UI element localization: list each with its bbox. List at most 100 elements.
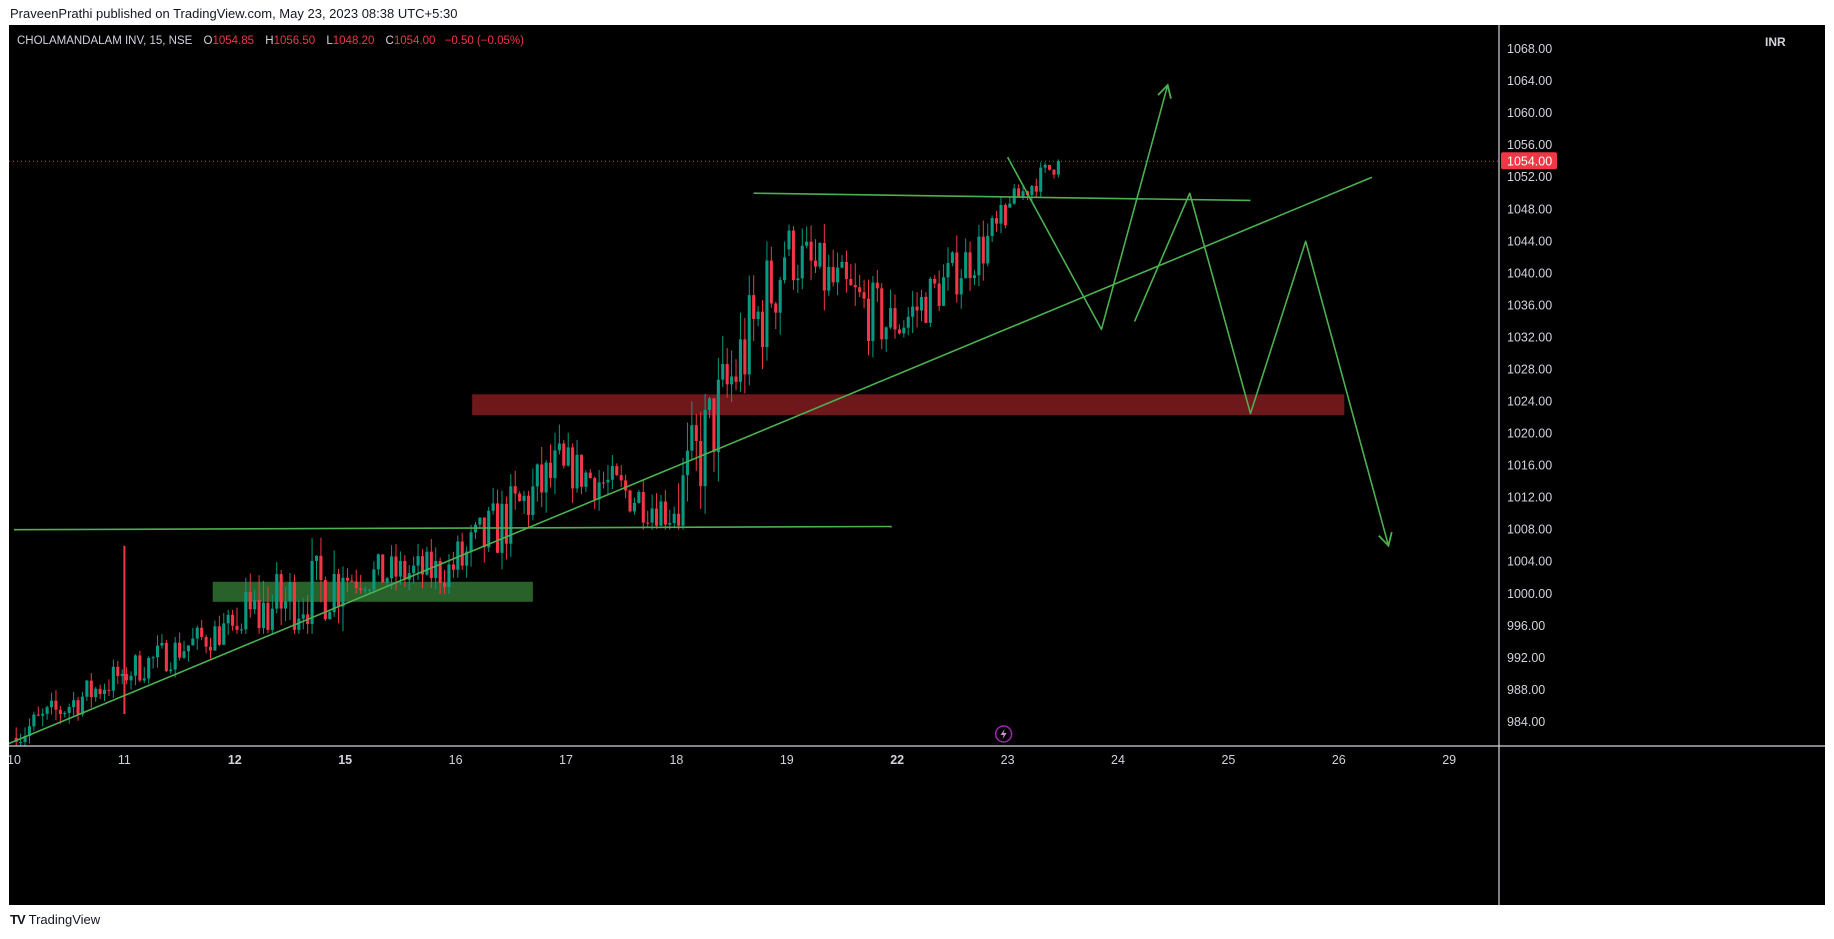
y-tick-label: 1048.00: [1507, 202, 1552, 216]
candle-body: [849, 279, 853, 285]
candle-body: [266, 602, 270, 630]
candle-body: [261, 602, 266, 629]
candle-body: [244, 591, 248, 630]
candle-body: [862, 292, 866, 299]
last-price-badge: [1501, 152, 1557, 170]
candle-body: [85, 680, 89, 697]
candle-body: [345, 577, 349, 581]
candle-body: [491, 503, 495, 511]
candle-body: [752, 295, 756, 319]
resistance-line: [753, 192, 1251, 202]
candle-body: [743, 339, 747, 375]
candle-body: [487, 510, 491, 548]
candle-body: [438, 561, 442, 584]
candle-body: [350, 580, 354, 582]
candle-body: [182, 651, 186, 658]
candle-body: [394, 556, 398, 577]
candle-body: [288, 582, 292, 602]
candle-body: [129, 675, 133, 681]
lightning-bolt-icon: [1000, 729, 1007, 739]
legend-change: −0.50 (−0.05%): [444, 35, 524, 47]
candle-body: [544, 462, 548, 493]
y-tick-label: 1068.00: [1507, 42, 1552, 56]
y-tick-label: 1024.00: [1507, 395, 1552, 409]
candle-body: [624, 480, 628, 491]
candle-body: [593, 478, 597, 500]
candle-body: [301, 614, 305, 619]
candle-body: [270, 608, 274, 630]
candle-body: [27, 726, 32, 737]
candle-body: [67, 707, 71, 713]
supply-zone: [472, 394, 1345, 416]
x-tick-label: 16: [449, 753, 463, 767]
candle-body: [990, 218, 994, 236]
y-tick-label: 992.00: [1507, 651, 1545, 665]
candle-body: [959, 278, 963, 295]
candle-body: [1048, 164, 1052, 170]
candle-body: [783, 257, 787, 281]
y-tick-label: 1056.00: [1507, 138, 1552, 152]
candle-body: [791, 230, 795, 281]
y-tick-label: 1032.00: [1507, 330, 1552, 344]
candle-body: [827, 266, 831, 291]
candle-body: [760, 311, 765, 348]
candle-body: [610, 466, 614, 480]
candle-body: [663, 501, 667, 525]
candle-body: [531, 486, 535, 516]
legend-high-label: H: [265, 35, 274, 47]
candle-body: [769, 260, 773, 304]
candle-body: [98, 688, 102, 694]
candle-body: [553, 450, 557, 479]
candle-body: [178, 642, 182, 658]
candle-body: [478, 517, 482, 525]
legend-open-label: O: [203, 35, 213, 47]
candle-body: [63, 712, 67, 715]
candle-body: [94, 688, 98, 698]
candle-body: [659, 501, 663, 526]
legend-symbol: CHOLAMANDALAM INV, 15, NSE: [17, 35, 193, 47]
legend-high: 1056.50: [273, 35, 316, 47]
candle-body: [32, 714, 36, 727]
candle-body: [968, 252, 972, 279]
candle-body: [1030, 185, 1034, 196]
candle-body: [120, 673, 124, 676]
candle-body: [721, 363, 725, 380]
candle-body: [456, 541, 460, 570]
candle-body: [566, 447, 570, 466]
candle-body: [690, 425, 694, 451]
candle-body: [787, 230, 791, 250]
candle-body: [213, 626, 217, 651]
candle-body: [275, 574, 279, 609]
price-chart[interactable]: 984.00 988.00 992.00 996.00 1000.00 1004.00 10…: [9, 25, 1825, 905]
candle-body: [571, 447, 575, 489]
candle-body: [518, 493, 522, 501]
candle-body: [884, 327, 888, 340]
candle-body: [800, 245, 804, 279]
candle-body: [875, 282, 879, 289]
candle-body: [102, 689, 107, 694]
candle-body: [191, 638, 195, 646]
arrow-up-head: [1157, 83, 1172, 99]
candle-body: [239, 629, 243, 631]
candle-body: [155, 645, 160, 658]
chart-frame[interactable]: 984.00 988.00 992.00 996.00 1000.00 1004.00 10…: [9, 25, 1825, 905]
candle-body: [1003, 204, 1007, 226]
candle-body: [425, 551, 429, 575]
candle-body: [217, 626, 221, 645]
candle-body: [654, 508, 659, 526]
candle-body: [778, 280, 782, 313]
x-tick-label: 11: [118, 753, 131, 767]
candle-body: [138, 655, 142, 681]
candle-body: [831, 266, 835, 283]
candle-body: [977, 236, 981, 276]
candle-body: [946, 263, 950, 278]
candle-body: [1034, 185, 1038, 192]
candle-body: [429, 551, 433, 578]
candle-body: [928, 278, 932, 323]
candle-body: [597, 482, 601, 500]
y-tick-label: 996.00: [1507, 619, 1545, 633]
candle-body: [447, 564, 451, 588]
x-tick-label: 17: [559, 753, 573, 767]
candle-body: [725, 363, 729, 385]
candle-body: [416, 556, 420, 566]
